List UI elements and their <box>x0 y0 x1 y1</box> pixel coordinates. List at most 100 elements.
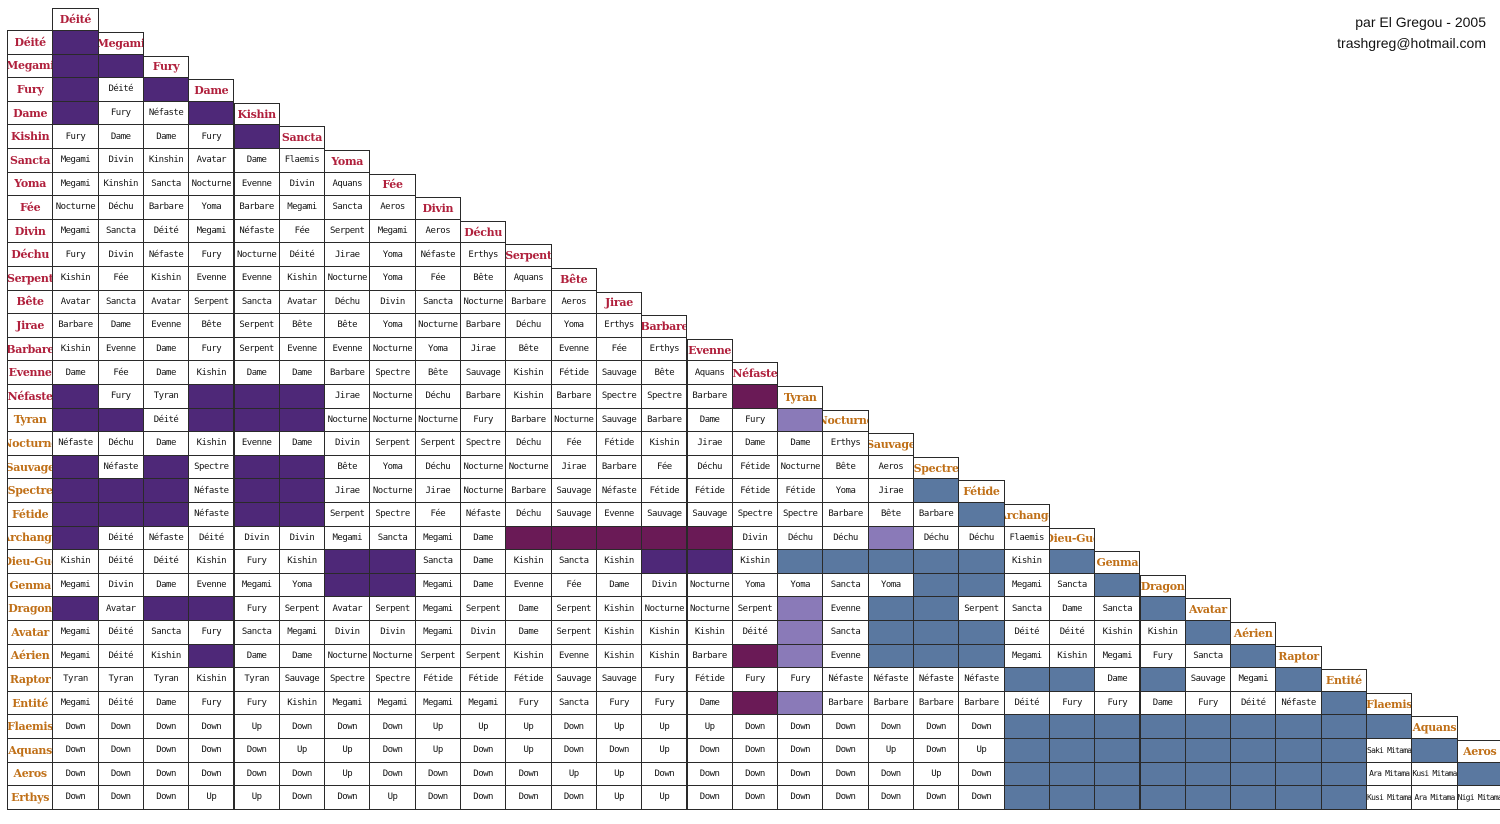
fusion-cell: Déchu <box>414 384 461 409</box>
fusion-cell <box>142 454 190 480</box>
fusion-cell: Fury <box>188 124 235 149</box>
fusion-cell: Sancta <box>822 572 869 598</box>
fusion-cell <box>97 53 144 79</box>
fusion-cell: Nocturne <box>414 407 461 433</box>
fusion-cell: Divin <box>97 242 144 267</box>
fusion-cell: Kishin <box>52 336 99 362</box>
fusion-cell <box>233 502 280 527</box>
fusion-cell: Nocturne <box>369 643 416 669</box>
fusion-cell: Kishin <box>505 643 552 669</box>
fusion-cell: Down <box>867 785 914 810</box>
fusion-cell: Down <box>460 785 507 810</box>
fusion-cell: Up <box>641 714 688 739</box>
row-header-sauvage: Sauvage <box>7 454 54 480</box>
fusion-cell: Barbare <box>867 690 914 716</box>
fusion-cell <box>369 572 416 598</box>
fusion-cell: Sancta <box>233 289 280 315</box>
fusion-cell: Fury <box>1184 690 1232 716</box>
fusion-cell <box>1184 620 1232 645</box>
fusion-cell: Déchu <box>913 525 960 551</box>
fusion-cell: Dame <box>142 336 190 362</box>
fusion-cell: Kishin <box>595 643 643 669</box>
fusion-cell: Down <box>97 761 144 787</box>
fusion-cell: Bête <box>822 454 869 480</box>
fusion-cell: Aeros <box>867 454 914 480</box>
fusion-cell: Up <box>233 785 280 810</box>
fusion-cell: Down <box>958 785 1005 810</box>
fusion-cell <box>1320 738 1367 763</box>
fusion-cell: Serpent <box>731 596 779 621</box>
row-header-megami: Megami <box>7 53 54 79</box>
fusion-cell: Down <box>731 714 779 739</box>
row-header-deite: Déité <box>7 30 54 55</box>
column-header-genma: Genma <box>1094 551 1141 574</box>
fusion-cell: Déité <box>97 77 144 102</box>
fusion-cell: Down <box>913 738 960 763</box>
fusion-cell: Spectre <box>369 502 416 527</box>
fusion-cell: Kishin <box>188 431 235 456</box>
fusion-cell: Avatar <box>278 289 326 315</box>
fusion-cell: Néfaste <box>460 502 507 527</box>
fusion-cell <box>278 478 326 503</box>
row-header-entite: Entité <box>7 690 54 716</box>
fusion-cell: Down <box>958 714 1005 739</box>
fusion-cell: Nocturne <box>369 336 416 362</box>
fusion-cell: Up <box>595 761 643 787</box>
fusion-cell: Evenne <box>188 572 235 598</box>
fusion-cell: Up <box>913 761 960 787</box>
row-header-jirae: Jirae <box>7 313 54 338</box>
fusion-cell: Néfaste <box>233 218 280 244</box>
fusion-cell: Fury <box>1094 690 1141 716</box>
fusion-cell: Déité <box>1003 620 1050 645</box>
fusion-cell <box>913 572 960 598</box>
fusion-cell: Déchu <box>97 195 144 220</box>
fusion-cell <box>867 549 914 574</box>
fusion-cell: Fury <box>188 242 235 267</box>
fusion-cell <box>1094 761 1141 787</box>
row-header-evenne: Evenne <box>7 360 54 385</box>
fusion-cell: Dame <box>460 525 507 551</box>
fusion-cell: Kinshin <box>97 171 144 197</box>
fusion-cell: Evenne <box>97 336 144 362</box>
fusion-cell: Déité <box>142 549 190 574</box>
fusion-cell: Down <box>686 738 733 763</box>
fusion-cell: Spectre <box>460 431 507 456</box>
fusion-cell: Sauvage <box>550 478 597 503</box>
fusion-cell: Kishin <box>1094 620 1141 645</box>
fusion-cell <box>913 549 960 574</box>
fusion-cell: Kusi Mitama <box>1366 785 1413 810</box>
fusion-cell: Dame <box>1048 596 1096 621</box>
fusion-cell <box>1139 761 1186 787</box>
fusion-cell: Down <box>731 785 779 810</box>
fusion-cell: Déchu <box>822 525 869 551</box>
fusion-cell <box>686 549 733 574</box>
fusion-cell: Barbare <box>913 690 960 716</box>
fusion-cell: Nocturne <box>233 242 280 267</box>
fusion-cell <box>1456 761 1500 787</box>
fusion-cell: Ara Mitama <box>1411 785 1458 810</box>
fusion-cell: Down <box>550 785 597 810</box>
fusion-cell: Fury <box>233 549 280 574</box>
fusion-cell: Nocturne <box>777 454 824 480</box>
fusion-cell: Down <box>731 738 779 763</box>
fusion-cell: Megami <box>1003 572 1050 598</box>
fusion-cell: Evenne <box>188 266 235 291</box>
fusion-cell: Up <box>595 714 643 739</box>
fusion-cell: Fury <box>97 384 144 409</box>
fusion-cell: Down <box>913 785 960 810</box>
fusion-cell: Nocturne <box>324 643 371 669</box>
fusion-cell: Sancta <box>97 218 144 244</box>
row-header-yoma: Yoma <box>7 171 54 197</box>
fusion-cell: Kishin <box>1003 549 1050 574</box>
fusion-cell: Barbare <box>233 195 280 220</box>
fusion-cell: Kishin <box>595 549 643 574</box>
fusion-cell <box>958 502 1005 527</box>
fusion-cell: Down <box>460 761 507 787</box>
fusion-cell: Jirae <box>324 384 371 409</box>
fusion-cell: Down <box>369 738 416 763</box>
fusion-cell: Nocturne <box>550 407 597 433</box>
fusion-cell <box>52 77 99 102</box>
fusion-cell: Nocturne <box>369 384 416 409</box>
fusion-cell <box>1094 714 1141 739</box>
fusion-cell: Down <box>324 714 371 739</box>
